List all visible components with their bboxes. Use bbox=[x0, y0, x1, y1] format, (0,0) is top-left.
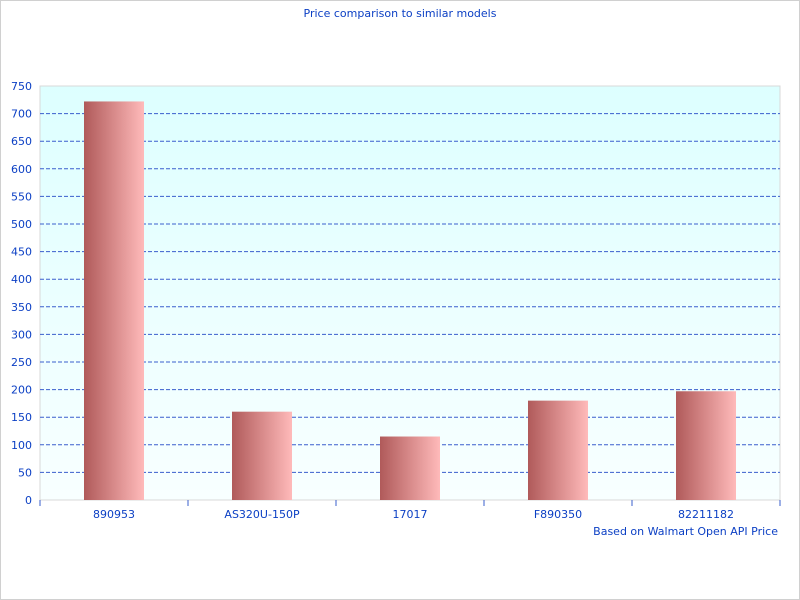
y-tick-label: 200 bbox=[11, 384, 32, 397]
y-tick-label: 600 bbox=[11, 163, 32, 176]
x-tick-label: AS320U-150P bbox=[224, 508, 300, 521]
y-tick-label: 100 bbox=[11, 439, 32, 452]
y-tick-label: 500 bbox=[11, 218, 32, 231]
y-tick-label: 350 bbox=[11, 301, 32, 314]
y-tick-label: 700 bbox=[11, 108, 32, 121]
y-tick-label: 550 bbox=[11, 190, 32, 203]
bar-82211182 bbox=[676, 391, 736, 500]
bar-890953 bbox=[84, 101, 144, 501]
bar-AS320U-150P bbox=[232, 411, 292, 500]
y-tick-label: 250 bbox=[11, 356, 32, 369]
chart-title: Price comparison to similar models bbox=[304, 7, 497, 20]
y-tick-label: 650 bbox=[11, 135, 32, 148]
x-tick-label: 890953 bbox=[93, 508, 135, 521]
y-tick-label: 0 bbox=[25, 494, 32, 507]
source-annotation: Based on Walmart Open API Price bbox=[593, 525, 778, 538]
plot-area bbox=[39, 85, 781, 501]
x-tick-label: 82211182 bbox=[678, 508, 734, 521]
y-tick-label: 750 bbox=[11, 80, 32, 93]
y-tick-label: 400 bbox=[11, 273, 32, 286]
y-tick-label: 150 bbox=[11, 411, 32, 424]
y-tick-label: 50 bbox=[18, 466, 32, 479]
bar-17017 bbox=[380, 436, 440, 500]
y-tick-label: 300 bbox=[11, 328, 32, 341]
x-tick-label: F890350 bbox=[534, 508, 582, 521]
bar-F890350 bbox=[528, 400, 588, 500]
x-tick-label: 17017 bbox=[393, 508, 428, 521]
y-tick-label: 450 bbox=[11, 246, 32, 259]
